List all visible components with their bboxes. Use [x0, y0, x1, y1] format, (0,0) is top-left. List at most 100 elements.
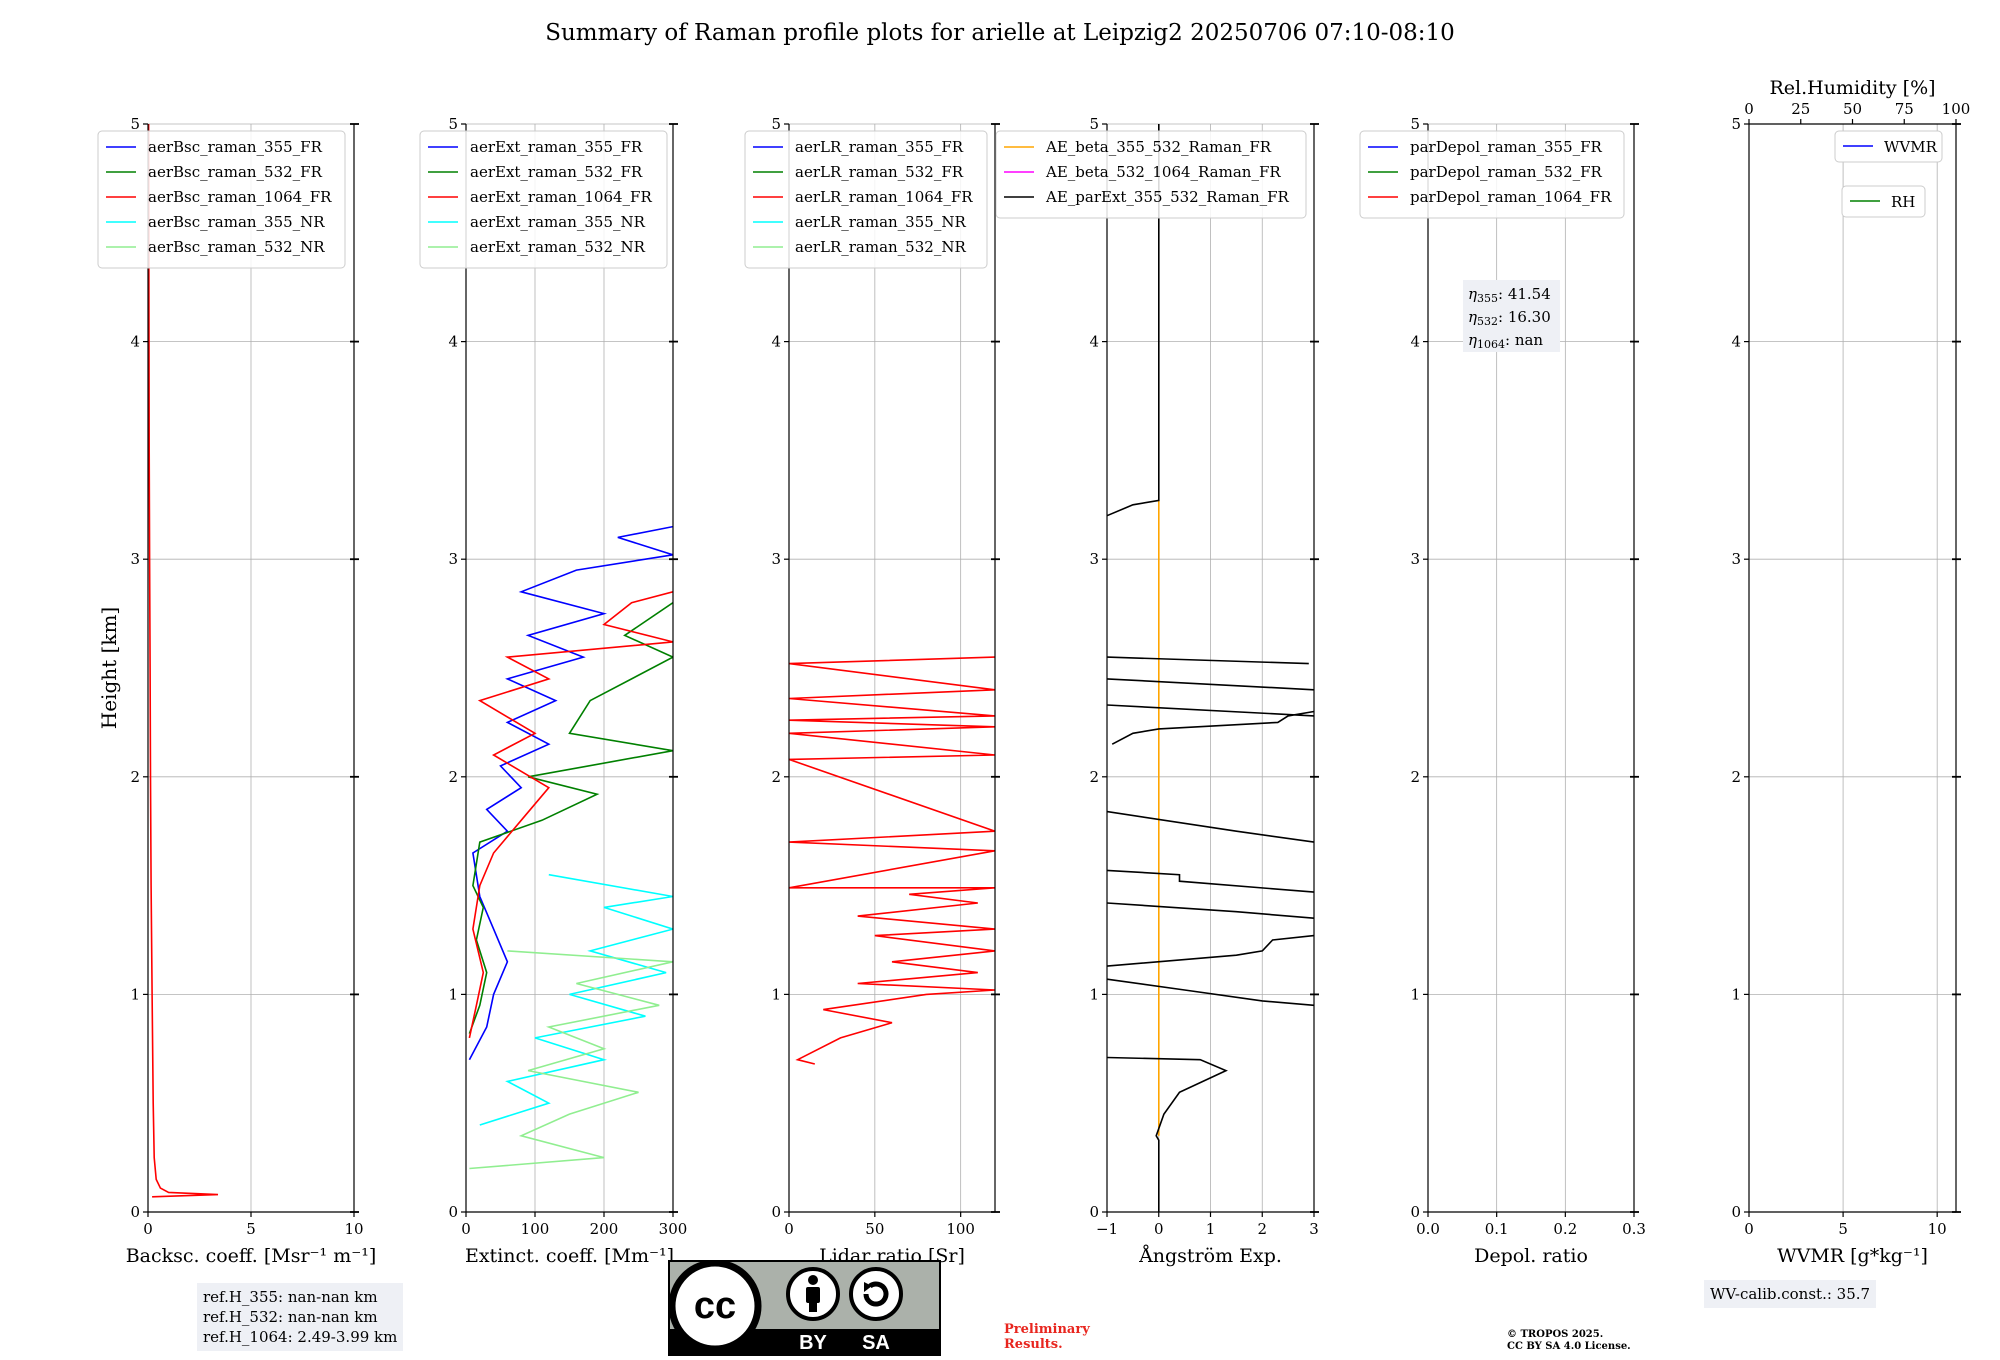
legend-label: AE_parExt_355_532_Raman_FR [1045, 188, 1290, 206]
legend-frame [995, 130, 1307, 219]
legend-label: aerExt_raman_532_NR [470, 238, 646, 256]
wv-calib-box: WV-calib.const.: 35.7 [1704, 1280, 1877, 1308]
legend: aerLR_raman_355_FR aerLR_raman_532_FR aerL… [744, 130, 988, 269]
series-aerExt_raman_532_NR [469, 950, 673, 1170]
y-tick-label: 4 [1089, 333, 1099, 351]
x-tick-label: 2 [1257, 1220, 1267, 1238]
y-tick-label: 4 [1731, 333, 1741, 351]
y-tick-label: 4 [448, 333, 458, 351]
x-axis-label: Depol. ratio [1474, 1245, 1588, 1267]
legend-label: aerBsc_raman_1064_FR [148, 188, 332, 206]
legend-frame [419, 130, 668, 269]
series-aerBsc_raman_1064_FR [148, 124, 219, 1198]
y-tick-label: 3 [448, 550, 458, 568]
y-tick-label: 3 [1410, 550, 1420, 568]
legend-label: RH [1891, 193, 1915, 211]
series-aerExt_raman_355_FR [468, 525, 673, 1061]
y-tick-label: 5 [1410, 115, 1420, 133]
x-tick-label: 100 [521, 1220, 550, 1238]
x-tick-label: 0 [461, 1220, 471, 1238]
legend-frame [97, 130, 346, 269]
legend-frame [744, 130, 988, 269]
x-tick-label: 0.0 [1416, 1220, 1440, 1238]
copyright-note: © TROPOS 2025. CC BY SA 4.0 License. [1507, 1329, 1631, 1353]
legend-label: AE_beta_532_1064_Raman_FR [1045, 163, 1281, 181]
y-tick-label: 5 [130, 115, 140, 133]
preliminary-line2: Results. [1004, 1337, 1063, 1352]
y-tick-label: 1 [448, 985, 458, 1003]
svg-text:SA: SA [862, 1332, 890, 1354]
legend: aerExt_raman_355_FR aerExt_raman_532_FRae… [419, 130, 668, 269]
legend-label: aerBsc_raman_355_NR [148, 213, 325, 231]
y-tick-label: 2 [1410, 768, 1420, 786]
svg-text:BY: BY [799, 1332, 827, 1354]
x-tick-label: 10 [1928, 1220, 1947, 1238]
preliminary-note: Preliminary Results. [1004, 1322, 1090, 1352]
x-tick-label: 10 [344, 1220, 363, 1238]
y-tick-label: 3 [771, 550, 781, 568]
panel-depolarization: 0 1 2 3 4 5 0.0 0.1 0.2 0.3 Depol. ratio parDepol_r… [1359, 115, 1646, 1267]
x-axis-label: WVMR [g*kg⁻¹] [1777, 1245, 1928, 1267]
preliminary-line1: Preliminary [1004, 1322, 1090, 1337]
x-axis-label: Ångström Exp. [1138, 1245, 1282, 1267]
reference-height-box: ref.H_355: nan-nan km ref.H_532: nan-nan… [197, 1283, 404, 1351]
legend: aerBsc_raman_355_FR aerBsc_raman_532_FRae… [97, 130, 346, 269]
x-tick-label: 0.2 [1553, 1220, 1577, 1238]
svg-text:cc: cc [694, 1285, 736, 1327]
legend-label: aerExt_raman_355_NR [470, 213, 646, 231]
refh-1064: ref.H_1064: 2.49-3.99 km [203, 1328, 398, 1346]
y-tick-label: 2 [448, 768, 458, 786]
y-tick-label: 5 [771, 115, 781, 133]
legend-label: aerBsc_raman_532_FR [148, 163, 323, 181]
y-tick-label: 2 [771, 768, 781, 786]
x2-tick-label: 100 [1942, 100, 1971, 118]
y-tick-label: 5 [1089, 115, 1099, 133]
y-tick-label: 3 [1089, 550, 1099, 568]
y-tick-label: 0 [1089, 1203, 1099, 1221]
x-tick-label: 0 [784, 1220, 794, 1238]
eta-532: η532: 16.30 [1468, 308, 1551, 328]
copyright-line2: CC BY SA 4.0 License. [1507, 1341, 1631, 1352]
legend-label: parDepol_raman_355_FR [1410, 138, 1603, 156]
x-tick-label: −1 [1096, 1220, 1118, 1238]
y-tick-label: 4 [1410, 333, 1420, 351]
y-tick-label: 3 [130, 550, 140, 568]
x2-tick-label: 0 [1744, 100, 1754, 118]
series-AE_parExt_355_532_Raman_FR [1107, 124, 1314, 1212]
y-tick-label: 0 [130, 1203, 140, 1221]
x-tick-label: 0 [1744, 1220, 1754, 1238]
y-tick-label: 0 [1410, 1203, 1420, 1221]
legend-label: aerExt_raman_1064_FR [470, 188, 652, 206]
legend-label: aerLR_raman_532_NR [795, 238, 966, 256]
x-tick-label: 100 [946, 1220, 975, 1238]
series-aerExt_raman_532_FR [468, 602, 673, 1034]
legend-label: aerLR_raman_355_FR [795, 138, 964, 156]
legend-label: parDepol_raman_532_FR [1410, 163, 1603, 181]
legend: parDepol_raman_355_FR parDepol_raman_532_… [1359, 130, 1625, 219]
x2-axis-label: Rel.Humidity [%] [1769, 77, 1935, 99]
y-tick-label: 3 [1731, 550, 1741, 568]
legend-label: aerLR_raman_532_FR [795, 163, 964, 181]
eta-355: η355: 41.54 [1468, 285, 1551, 305]
x-tick-label: 5 [1838, 1220, 1848, 1238]
eta-1064: η1064: nan [1468, 331, 1543, 351]
y-tick-label: 1 [1410, 985, 1420, 1003]
legend-label: aerExt_raman_355_FR [470, 138, 643, 156]
y-tick-label: 1 [771, 985, 781, 1003]
x-tick-label: 1 [1206, 1220, 1216, 1238]
y-tick-label: 4 [771, 333, 781, 351]
y-axis-label: Height [km] [97, 607, 121, 729]
series-aerExt_raman_355_NR [479, 873, 673, 1126]
x-tick-label: 5 [246, 1220, 256, 1238]
legend-frame [1359, 130, 1625, 219]
panel-backscatter: 0 1 2 3 4 5 0 5 10 Backsc. coeff. [Msr⁻¹ m⁻¹] Heig… [97, 115, 376, 1267]
x-tick-label: 0 [143, 1220, 153, 1238]
x-tick-label: 0.1 [1485, 1220, 1509, 1238]
y-tick-label: 0 [448, 1203, 458, 1221]
series-aerLR_raman_1064_FR [789, 656, 995, 1065]
panel-extinction: 0 1 2 3 4 5 0 100 200 300 Extinct. coeff. [Mm⁻¹] ae… [419, 115, 687, 1267]
x2-tick-label: 50 [1843, 100, 1862, 118]
y-tick-label: 0 [1731, 1203, 1741, 1221]
